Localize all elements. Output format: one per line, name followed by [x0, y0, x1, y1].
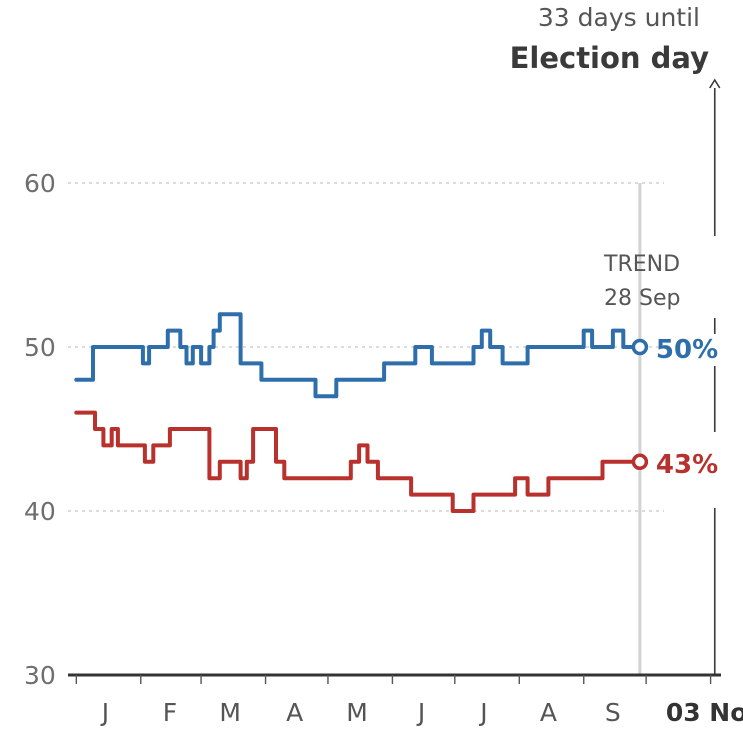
- month-tick-label: F: [163, 698, 177, 727]
- month-tick-label: S: [605, 698, 621, 727]
- election-arrow-icon: [709, 78, 721, 89]
- y-tick-label: 50: [24, 333, 56, 362]
- month-tick-label: M: [346, 698, 368, 727]
- month-tick-label: A: [286, 698, 303, 727]
- month-tick-label: J: [100, 698, 109, 727]
- y-tick-label: 60: [24, 169, 56, 198]
- month-tick-label: A: [540, 698, 557, 727]
- month-tick-label: M: [219, 698, 241, 727]
- series-line-0: [74, 312, 642, 399]
- series-end-marker: [631, 338, 649, 356]
- series-end-label: 50%: [656, 335, 718, 365]
- x-axis: J F M A M J J A S 03 Nov: [68, 673, 743, 727]
- trend-label: TREND: [603, 252, 680, 277]
- trend-date-label: 28 Sep: [604, 286, 680, 311]
- series-end-marker: [631, 453, 649, 471]
- election-day-label: Election day: [510, 41, 710, 75]
- election-date-tick-label: 03 Nov: [666, 698, 743, 727]
- grid-layer: 30 40 50 60: [24, 78, 721, 690]
- series-line-1: [74, 410, 642, 513]
- series-end-label: 43%: [656, 450, 718, 480]
- month-tick-label: J: [478, 698, 487, 727]
- series-layer: 50% 43%: [74, 312, 718, 513]
- y-tick-label: 30: [24, 661, 56, 690]
- countdown-text: 33 days until: [538, 3, 700, 32]
- month-tick-label: J: [416, 698, 425, 727]
- y-tick-label: 40: [24, 497, 56, 526]
